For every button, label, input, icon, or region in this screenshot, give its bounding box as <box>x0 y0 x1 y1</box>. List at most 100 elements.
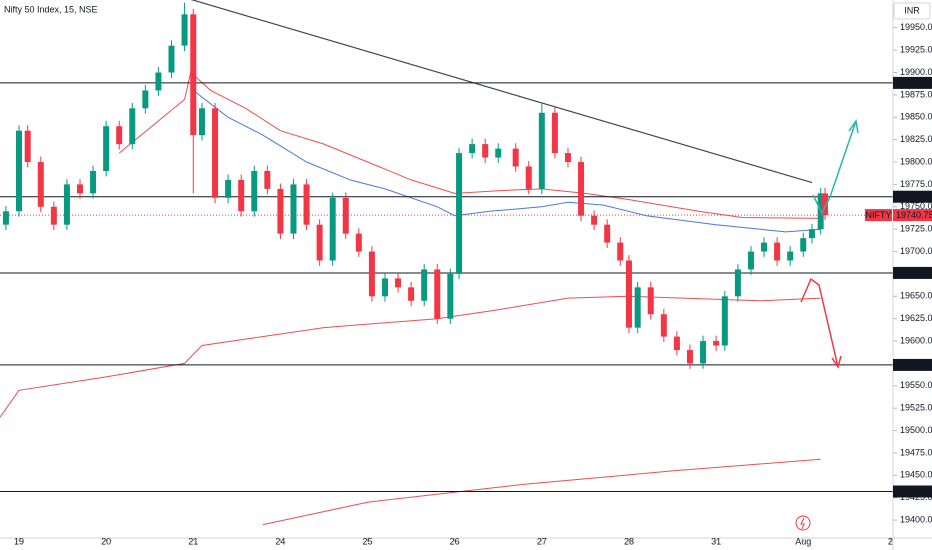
moving-average <box>192 90 821 233</box>
candle-body <box>447 273 454 319</box>
x-tick-label: 26 <box>450 536 460 546</box>
candle-body <box>329 197 336 261</box>
x-tick-label: 27 <box>537 536 547 546</box>
candle-body <box>421 269 428 301</box>
level-label: 19761.25 <box>896 192 932 202</box>
y-tick-label: 19450.00 <box>900 470 932 480</box>
y-tick-label: 19775.00 <box>900 179 932 189</box>
level-label-box <box>893 76 932 89</box>
candle-body <box>700 341 707 364</box>
x-tick-label: 28 <box>624 536 634 546</box>
candle-body <box>525 166 532 189</box>
y-tick-label: 19925.00 <box>900 45 932 55</box>
candle-body <box>808 229 815 239</box>
bullish-arrow-head <box>848 119 859 134</box>
level-label: 19676.10 <box>896 268 932 278</box>
candle-body <box>264 170 271 189</box>
x-tick-label: 20 <box>101 536 111 546</box>
x-tick-label: 24 <box>275 536 285 546</box>
x-tick-label: 2 <box>888 536 893 546</box>
y-tick-label: 19800.00 <box>900 156 932 166</box>
candle-body <box>368 251 375 297</box>
candle-body <box>116 126 123 145</box>
candle-body <box>90 170 97 194</box>
candle-body <box>238 179 245 212</box>
bearish-arrow <box>800 277 839 368</box>
candle-body <box>495 148 502 158</box>
bullish-arrow <box>812 120 857 215</box>
y-tick-label: 19850.00 <box>900 112 932 122</box>
y-tick-label: 19550.00 <box>900 380 932 390</box>
candle-body <box>787 251 794 261</box>
moving-average <box>262 458 821 526</box>
candle-body <box>660 314 667 337</box>
moving-average <box>118 71 821 219</box>
candle-body <box>564 153 571 163</box>
candle-body <box>342 197 349 234</box>
y-tick-label: 19725.00 <box>900 224 932 234</box>
level-label-box <box>893 485 932 498</box>
candle-body <box>551 112 558 154</box>
candle-body <box>604 224 611 243</box>
x-tick-label: 19 <box>14 536 24 546</box>
candle-body <box>673 336 680 351</box>
candle-body <box>50 206 57 225</box>
candle-body <box>355 233 362 252</box>
chart-title: Nifty 50 Index, 15, NSE <box>4 4 98 14</box>
candle-body <box>168 45 175 73</box>
y-tick-label: 19400.00 <box>900 514 932 524</box>
y-tick-label: 19700.00 <box>900 246 932 256</box>
x-tick-label: 25 <box>363 536 373 546</box>
candle-body <box>647 287 654 315</box>
level-label-box <box>893 266 932 279</box>
event-icon-bolt <box>800 517 805 530</box>
candle-body <box>747 251 754 270</box>
plot-area <box>0 0 897 542</box>
candle-body <box>316 224 323 261</box>
currency-box[interactable] <box>893 2 931 20</box>
candle-body <box>290 184 297 234</box>
level-label: 19573.35 <box>896 360 932 370</box>
candle-body <box>625 260 632 328</box>
candle-body <box>181 14 188 46</box>
candle-body <box>686 350 693 364</box>
bearish-arrow-head <box>831 355 842 369</box>
level-label: 19431.95 <box>896 486 932 496</box>
symbol-tag-box <box>865 209 892 222</box>
candle-body <box>142 90 149 109</box>
candle-body <box>713 341 720 346</box>
candle-body <box>617 242 624 261</box>
event-icon[interactable] <box>795 515 811 531</box>
candle-body <box>129 108 136 145</box>
candle-body <box>591 215 598 225</box>
symbol-tag: NIFTY <box>866 210 892 220</box>
trendline <box>190 0 813 184</box>
candle-body <box>251 170 258 212</box>
candle-body <box>800 238 807 252</box>
level-label-box <box>893 358 932 371</box>
x-tick-label: 31 <box>711 536 721 546</box>
y-tick-label: 19650.00 <box>900 291 932 301</box>
y-tick-label: 19625.00 <box>900 313 932 323</box>
currency-label: INR <box>904 5 920 15</box>
y-tick-label: 19525.00 <box>900 403 932 413</box>
candle-body <box>24 130 31 163</box>
candle-body <box>456 153 463 274</box>
candle-body <box>37 162 44 207</box>
candle-body <box>212 108 219 198</box>
candle-body <box>155 72 162 91</box>
x-tick-label: 21 <box>188 536 198 546</box>
candle-body <box>381 278 388 297</box>
candle-body <box>190 14 197 136</box>
candle-body <box>198 108 205 136</box>
candle-body <box>63 184 70 225</box>
candle-body <box>103 126 110 171</box>
x-tick-label: Aug <box>795 536 811 546</box>
candle-body <box>482 144 489 158</box>
candle-body <box>277 188 284 234</box>
candle-body <box>774 242 781 261</box>
last-price-label: 19740.75 <box>896 210 932 220</box>
candle-body <box>225 179 232 198</box>
